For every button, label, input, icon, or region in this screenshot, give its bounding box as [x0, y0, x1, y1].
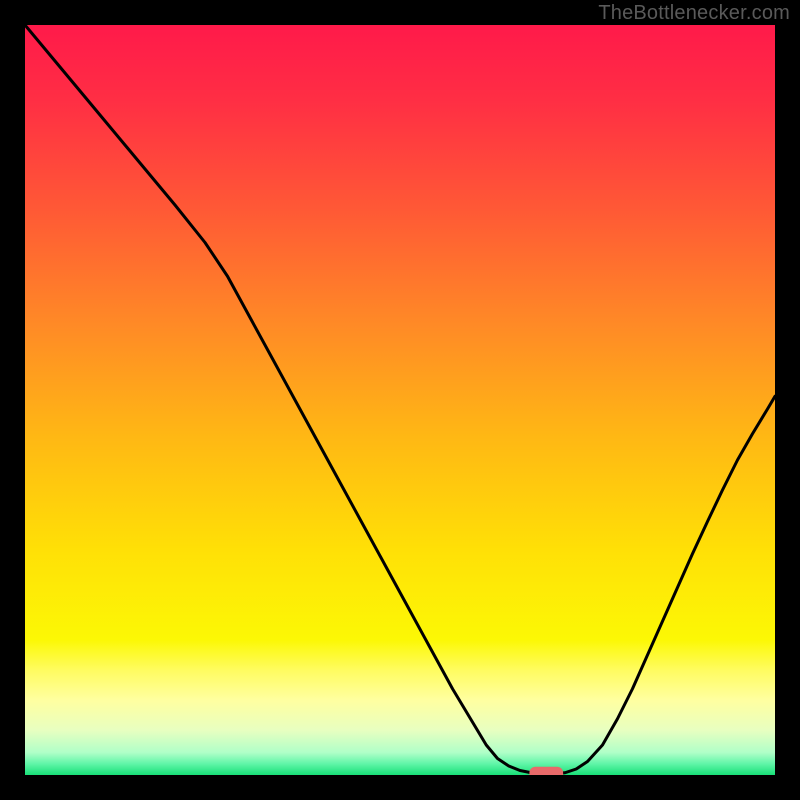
- optimal-marker: [529, 767, 563, 775]
- gradient-background: [25, 25, 775, 775]
- plot-area: [25, 25, 775, 775]
- gradient-curve-chart: [25, 25, 775, 775]
- watermark-text: TheBottlenecker.com: [598, 2, 790, 25]
- chart-container: TheBottlenecker.com: [0, 0, 800, 800]
